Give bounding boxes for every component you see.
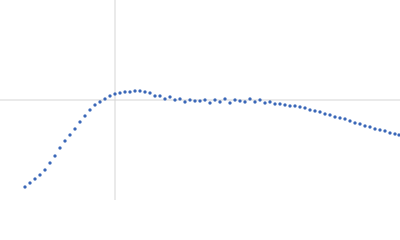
- point: [323, 112, 327, 116]
- point: [318, 110, 322, 114]
- point: [388, 131, 392, 135]
- point: [133, 89, 137, 93]
- point: [313, 109, 317, 113]
- point: [108, 94, 112, 98]
- point: [258, 98, 262, 102]
- point: [293, 104, 297, 108]
- point: [383, 129, 387, 133]
- point: [393, 132, 397, 136]
- point: [163, 97, 167, 101]
- point: [28, 181, 32, 185]
- point: [243, 100, 247, 104]
- point: [153, 94, 157, 98]
- point: [208, 101, 212, 105]
- point: [188, 98, 192, 102]
- point: [368, 125, 372, 129]
- point: [248, 97, 252, 101]
- point: [233, 98, 237, 102]
- page: {"chart_data": {"type": "scatter", "colo…: [0, 0, 400, 200]
- point: [253, 100, 257, 104]
- point: [123, 90, 127, 94]
- point: [213, 98, 217, 102]
- point: [298, 105, 302, 109]
- point: [353, 121, 357, 125]
- point: [73, 127, 77, 131]
- point: [343, 117, 347, 121]
- point: [113, 92, 117, 96]
- point: [373, 127, 377, 131]
- point: [218, 100, 222, 104]
- point: [303, 106, 307, 110]
- point: [378, 128, 382, 132]
- point: [128, 90, 132, 94]
- point: [148, 91, 152, 95]
- point: [338, 116, 342, 120]
- point: [397, 133, 400, 137]
- point: [83, 114, 87, 118]
- point: [168, 95, 172, 99]
- point: [53, 154, 57, 158]
- point: [68, 133, 72, 137]
- point: [183, 100, 187, 104]
- point: [228, 101, 232, 105]
- point: [178, 97, 182, 101]
- point: [198, 99, 202, 103]
- point: [308, 108, 312, 112]
- point: [138, 89, 142, 93]
- point: [268, 100, 272, 104]
- point: [43, 168, 47, 172]
- point: [363, 124, 367, 128]
- point: [193, 99, 197, 103]
- point: [88, 108, 92, 112]
- point: [93, 103, 97, 107]
- point: [203, 98, 207, 102]
- point: [283, 103, 287, 107]
- point: [263, 101, 267, 105]
- point: [223, 97, 227, 101]
- point: [63, 139, 67, 143]
- point: [118, 91, 122, 95]
- point: [38, 173, 42, 177]
- point: [143, 90, 147, 94]
- point: [238, 99, 242, 103]
- point: [48, 161, 52, 165]
- point: [328, 113, 332, 117]
- point: [98, 100, 102, 104]
- point: [288, 104, 292, 108]
- point: [158, 94, 162, 98]
- point: [33, 177, 37, 181]
- point: [173, 98, 177, 102]
- point: [358, 122, 362, 126]
- point: [103, 97, 107, 101]
- point: [348, 119, 352, 123]
- point: [58, 146, 62, 150]
- point: [273, 102, 277, 106]
- point: [78, 120, 82, 124]
- point: [23, 185, 27, 189]
- point: [333, 115, 337, 119]
- point: [278, 102, 282, 106]
- chart: [0, 0, 400, 200]
